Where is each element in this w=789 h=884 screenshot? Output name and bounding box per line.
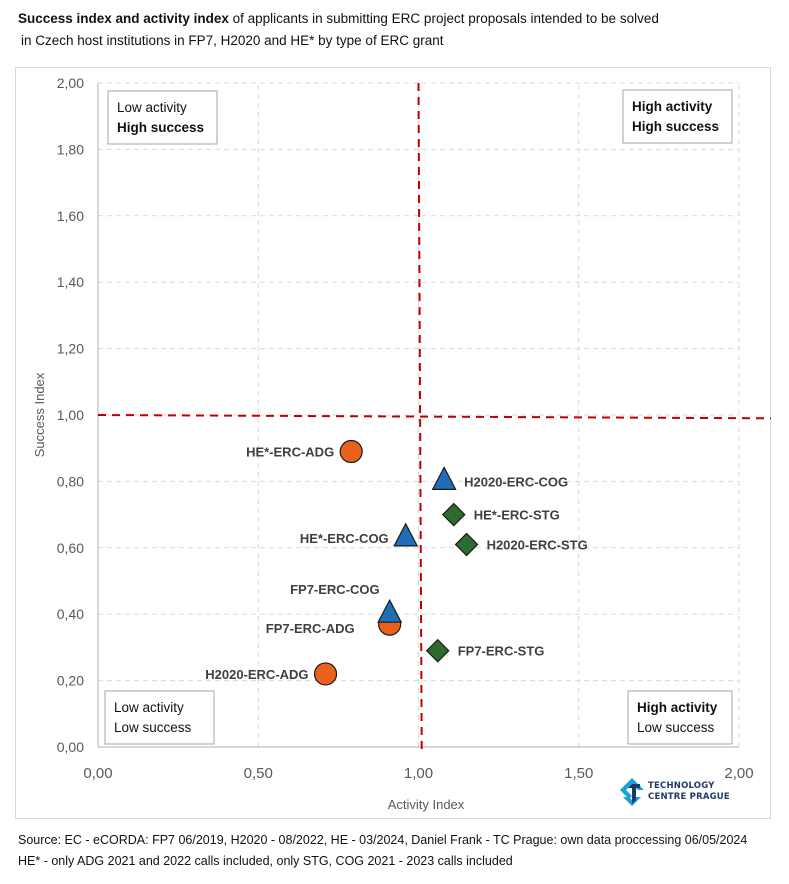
y-tick-label: 1,20 bbox=[57, 341, 84, 357]
data-point: H2020-ERC-ADG bbox=[205, 662, 338, 686]
triangle-marker bbox=[377, 598, 403, 623]
point-label: FP7-ERC-ADG bbox=[266, 621, 355, 636]
quadrant-label-bottom-right: High activity Low success bbox=[627, 690, 733, 745]
quadrant-line2: High success bbox=[632, 119, 719, 134]
quadrant-line1: High activity bbox=[637, 700, 718, 715]
x-axis-label: Activity Index bbox=[388, 797, 465, 812]
point-label: H2020-ERC-ADG bbox=[205, 667, 308, 682]
circle-marker bbox=[313, 662, 338, 686]
quadrant-box bbox=[622, 89, 733, 144]
chart-title: Success index and activity index of appl… bbox=[18, 8, 778, 52]
y-tick-label: 0,80 bbox=[57, 473, 84, 489]
data-point: H2020-ERC-COG bbox=[431, 466, 568, 490]
data-point: HE*-ERC-COG bbox=[300, 522, 419, 547]
point-label: H2020-ERC-COG bbox=[464, 474, 568, 489]
chart-title-rest: of applicants in submitting ERC project … bbox=[228, 11, 659, 26]
logo-line1: TECHNOLOGY bbox=[648, 781, 715, 791]
data-point: HE*-ERC-STG bbox=[441, 502, 560, 527]
diamond-marker bbox=[454, 532, 479, 557]
source-note: Source: EC - eCORDA: FP7 06/2019, H2020 … bbox=[18, 833, 748, 847]
tick-labels: 0,00 0,20 0,40 0,60 0,80 1,00 1,20 1,40 1,60 1,80… bbox=[57, 75, 754, 782]
technology-centre-prague-logo-icon bbox=[620, 778, 644, 806]
diamond-marker bbox=[441, 502, 466, 527]
data-points: HE*-ERC-ADG FP7-ERC-ADG H2020-ERC-ADG H2020… bbox=[205, 439, 588, 686]
quadrant-label-bottom-left: Low activity Low success bbox=[104, 690, 215, 745]
quadrant-line2: Low success bbox=[114, 720, 192, 735]
data-point: HE*-ERC-ADG bbox=[246, 439, 363, 464]
y-tick-label: 0,60 bbox=[57, 540, 84, 556]
technology-centre-prague-logo: TECHNOLOGY CENTRE PRAGUE bbox=[618, 776, 748, 812]
y-tick-label: 1,60 bbox=[57, 208, 84, 224]
quadrant-label-top-right: High activity High success bbox=[622, 89, 733, 144]
y-tick-label: 0,20 bbox=[57, 673, 84, 689]
point-label: HE*-ERC-STG bbox=[474, 508, 560, 523]
y-tick-label: 0,00 bbox=[57, 739, 84, 755]
data-point: H2020-ERC-STG bbox=[454, 532, 588, 557]
quadrant-line2: Low success bbox=[637, 720, 715, 735]
circle-marker bbox=[339, 439, 363, 464]
quadrant-box bbox=[107, 90, 218, 145]
x-tick-label: 1,50 bbox=[564, 765, 593, 782]
quadrant-line1: High activity bbox=[632, 99, 713, 114]
y-tick-label: 0,40 bbox=[57, 606, 84, 622]
point-label: FP7-ERC-COG bbox=[290, 582, 380, 597]
diamond-marker bbox=[425, 638, 450, 663]
logo-line2: CENTRE PRAGUE bbox=[648, 792, 730, 802]
point-label: H2020-ERC-STG bbox=[487, 537, 588, 552]
quadrant-line1: Low activity bbox=[117, 100, 187, 115]
point-label: FP7-ERC-STG bbox=[458, 644, 545, 659]
data-point: FP7-ERC-STG bbox=[425, 638, 545, 663]
quadrant-box bbox=[627, 690, 733, 745]
x-tick-label: 0,00 bbox=[83, 765, 112, 782]
triangle-marker bbox=[393, 522, 419, 547]
data-point: FP7-ERC-COG bbox=[290, 582, 403, 623]
quadrant-box bbox=[104, 690, 215, 745]
x-tick-label: 1,00 bbox=[404, 765, 433, 782]
point-label: HE*-ERC-ADG bbox=[246, 445, 334, 460]
success-threshold-line bbox=[97, 414, 772, 420]
y-axis-label: Success Index bbox=[32, 372, 47, 457]
y-tick-label: 1,00 bbox=[57, 407, 84, 423]
gridlines bbox=[98, 82, 740, 747]
he-note: HE* - only ADG 2021 and 2022 calls inclu… bbox=[18, 854, 513, 868]
chart-frame bbox=[15, 67, 771, 819]
point-label: HE*-ERC-COG bbox=[300, 531, 389, 546]
chart-title-line2: in Czech host institutions in FP7, H2020… bbox=[21, 33, 444, 48]
y-tick-label: 2,00 bbox=[57, 75, 84, 91]
chart-title-bold: Success index and activity index bbox=[18, 11, 229, 26]
quadrant-line1: Low activity bbox=[114, 700, 184, 715]
quadrant-line2: High success bbox=[117, 120, 204, 135]
x-tick-label: 0,50 bbox=[244, 765, 273, 782]
triangle-marker bbox=[431, 466, 457, 490]
y-tick-label: 1,40 bbox=[57, 274, 84, 290]
quadrant-label-top-left: Low activity High success bbox=[107, 90, 218, 145]
y-tick-label: 1,80 bbox=[57, 141, 84, 157]
x-tick-label: 2,00 bbox=[724, 765, 753, 782]
footer-notes: Source: EC - eCORDA: FP7 06/2019, H2020 … bbox=[18, 830, 747, 872]
threshold-lines bbox=[97, 82, 772, 751]
